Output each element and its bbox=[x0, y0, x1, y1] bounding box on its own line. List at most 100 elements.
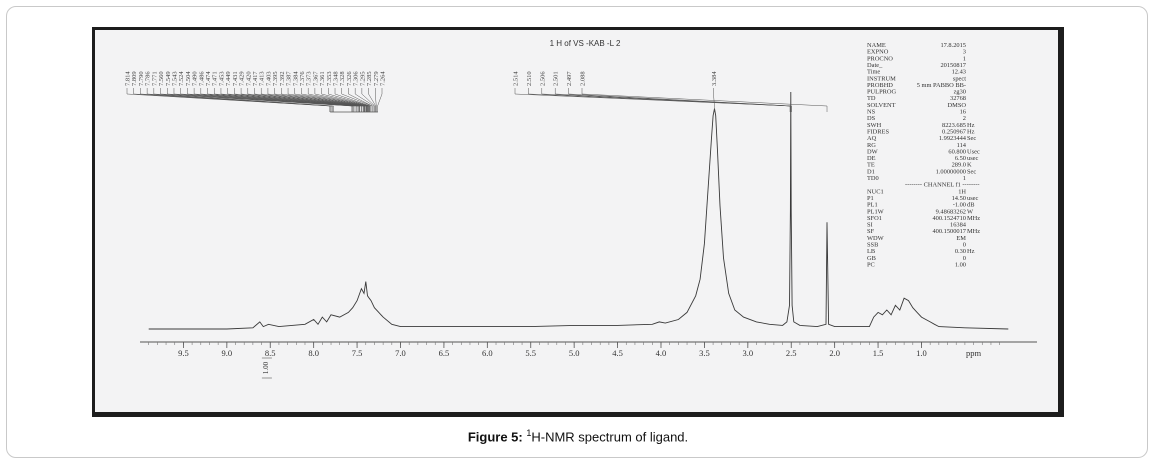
aromatic-peak-leader bbox=[354, 88, 375, 112]
aromatic-peak-leader bbox=[307, 88, 369, 112]
aromatic-peak-label: 7.376 bbox=[299, 71, 306, 86]
param-unit: MHz bbox=[967, 215, 980, 222]
aromatic-peak-leader bbox=[187, 88, 357, 112]
param-value: zg30 bbox=[954, 89, 966, 96]
param-value: 1.00 bbox=[955, 261, 966, 268]
aromatic-peak-label: 7.471 bbox=[212, 71, 219, 86]
param-name: INSTRUM bbox=[867, 75, 896, 82]
param-unit: Sec bbox=[967, 168, 976, 175]
figure-superscript: 1 bbox=[526, 428, 532, 438]
x-tick-label: 5.5 bbox=[525, 348, 536, 358]
aromatic-peak-leader bbox=[287, 88, 368, 112]
aromatic-peak-leader bbox=[334, 88, 371, 112]
x-tick-label: 1.5 bbox=[873, 348, 884, 358]
param-name: AQ bbox=[867, 135, 877, 142]
nmr-spectrum-chart: 1 H of VS -KAB -L 2 9.5 9.0 8.5 8.0 7.5 7.0 6.5… bbox=[125, 39, 1037, 379]
aromatic-peak-label: 7.306 bbox=[353, 71, 360, 86]
dmso-peak-leader bbox=[568, 88, 792, 112]
aromatic-peak-label: 7.348 bbox=[333, 71, 340, 86]
aromatic-peak-label: 7.449 bbox=[225, 71, 232, 86]
aromatic-peak-leader bbox=[247, 88, 365, 112]
aromatic-peak-label: 7.328 bbox=[339, 71, 346, 86]
aromatic-peak-leader bbox=[193, 88, 359, 112]
x-tick-label: 7.5 bbox=[352, 348, 363, 358]
param-value: 6.50 bbox=[955, 155, 966, 162]
param-value: spect bbox=[953, 75, 966, 82]
aromatic-peak-label: 7.486 bbox=[198, 71, 205, 86]
param-value: 14.50 bbox=[952, 195, 966, 202]
param-value: 60.800 bbox=[948, 148, 966, 155]
aromatic-peak-label: 7.453 bbox=[218, 71, 225, 86]
aromatic-peak-leader bbox=[314, 88, 369, 112]
dmso-peak-leader bbox=[541, 88, 791, 112]
dmso-peak-leader bbox=[554, 88, 792, 112]
param-name: SWH bbox=[867, 122, 882, 129]
aromatic-peak-leader bbox=[368, 88, 376, 112]
aromatic-peak-label: 7.786 bbox=[145, 71, 152, 86]
param-name: NS bbox=[867, 109, 876, 116]
param-name: DW bbox=[867, 148, 879, 155]
param-name: SFO1 bbox=[867, 215, 882, 222]
param-name: SF bbox=[867, 228, 875, 235]
param-name: PULPROG bbox=[867, 89, 897, 96]
param-value: 16384 bbox=[950, 222, 967, 229]
aromatic-peak-label: 7.549 bbox=[165, 71, 172, 86]
x-tick-label: 9.5 bbox=[178, 348, 189, 358]
x-tick-label: 2.0 bbox=[829, 348, 840, 358]
dmso-peak-leader bbox=[514, 88, 791, 112]
aromatic-peak-label: 7.431 bbox=[232, 71, 239, 86]
aromatic-peak-leader bbox=[377, 88, 383, 112]
param-name: PROBHD bbox=[867, 82, 893, 89]
aromatic-peak-label: 7.771 bbox=[151, 71, 158, 86]
param-value: 9.48683262 bbox=[936, 208, 966, 215]
param-value: 16 bbox=[960, 109, 966, 116]
aromatic-peak-label: 7.285 bbox=[366, 71, 373, 86]
aromatic-peak-leader bbox=[133, 88, 331, 112]
aromatic-peak-label: 7.264 bbox=[380, 71, 387, 86]
param-value: 289.0 bbox=[952, 162, 966, 169]
param-value: 0 bbox=[963, 255, 966, 262]
aromatic-peak-label: 7.373 bbox=[306, 71, 313, 86]
param-unit: MHz bbox=[967, 228, 980, 235]
param-name: LB bbox=[867, 248, 875, 255]
dmso-peak-leader bbox=[581, 88, 828, 112]
aromatic-peak-label: 7.279 bbox=[373, 71, 380, 86]
param-value: DMSO bbox=[948, 102, 967, 109]
param-unit: usec bbox=[967, 195, 979, 202]
param-name: RG bbox=[867, 142, 876, 149]
dmso-peak-label: 2.514 bbox=[513, 71, 520, 86]
param-name: DS bbox=[867, 115, 876, 122]
param-name: PC bbox=[867, 261, 875, 268]
param-name: SSB bbox=[867, 242, 878, 249]
x-tick-label: 4.0 bbox=[656, 348, 667, 358]
param-name: FIDRES bbox=[867, 128, 889, 135]
aromatic-peak-label: 7.395 bbox=[272, 71, 279, 86]
param-name: DE bbox=[867, 155, 876, 162]
x-axis-label: ppm bbox=[966, 348, 982, 358]
param-name: Date_ bbox=[867, 62, 883, 69]
water-peak-label: 3.384 bbox=[711, 71, 718, 86]
param-value: 20150817 bbox=[940, 62, 966, 69]
param-value: 1.9923444 bbox=[939, 135, 967, 142]
aromatic-peak-label: 7.384 bbox=[292, 71, 299, 86]
aromatic-peak-leader bbox=[173, 88, 354, 112]
param-unit: Hz bbox=[967, 248, 975, 255]
param-name: NAME bbox=[867, 42, 886, 49]
param-name: WDW bbox=[867, 235, 885, 242]
aromatic-peak-label: 7.387 bbox=[286, 71, 293, 86]
aromatic-peak-label: 7.413 bbox=[259, 71, 266, 86]
aromatic-peak-leader bbox=[207, 88, 360, 112]
param-value: 1 bbox=[963, 55, 966, 62]
aromatic-peak-label: 7.353 bbox=[326, 71, 333, 86]
param-name: P1 bbox=[867, 195, 874, 202]
param-value: 8223.685 bbox=[942, 122, 966, 129]
figure-caption-text: H-NMR spectrum of ligand. bbox=[531, 429, 689, 445]
param-unit: K bbox=[967, 162, 972, 169]
dmso-peak-label: 2.497 bbox=[566, 71, 573, 86]
aromatic-peak-leader bbox=[254, 88, 365, 112]
param-value: 1 bbox=[963, 175, 966, 182]
aromatic-peak-leader bbox=[260, 88, 365, 112]
figure-label: Figure 5: bbox=[467, 429, 523, 445]
param-unit: Usec bbox=[967, 148, 980, 155]
param-unit: usec bbox=[967, 155, 979, 162]
